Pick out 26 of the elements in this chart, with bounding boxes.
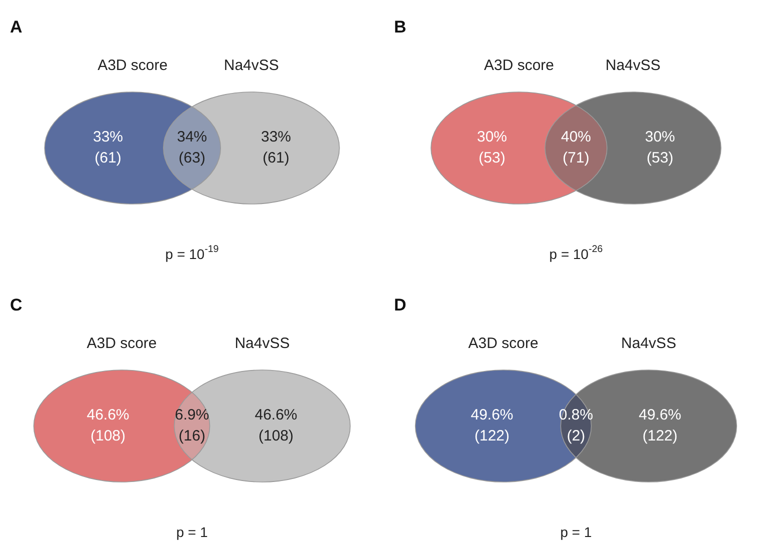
text: p = 1: [560, 524, 592, 540]
data-label: 6.9% (16): [174, 406, 210, 445]
text: C: [10, 296, 22, 315]
data-label: 46.6% (108): [254, 406, 298, 445]
text: A3D score: [468, 335, 538, 352]
data-label: 30% (53): [476, 128, 508, 167]
data-label: 0.8% (2): [558, 406, 594, 445]
text: p = 1: [176, 524, 208, 540]
text: A3D score: [484, 57, 554, 74]
text: Na4vSS: [224, 57, 279, 74]
data-label: 49.6% (122): [470, 406, 514, 445]
text: A: [10, 18, 22, 37]
data-label: 46.6% (108): [86, 406, 130, 445]
text: Na4vSS: [234, 335, 290, 352]
text: Na4vSS: [605, 57, 661, 74]
data-label: 40% (71): [560, 128, 592, 167]
text: A3D score: [98, 57, 168, 74]
text: Na4vSS: [621, 335, 676, 352]
text: A3D score: [86, 335, 157, 352]
text: B: [394, 18, 406, 37]
data-label: 34% (63): [176, 128, 208, 167]
data-label: 30% (53): [644, 128, 676, 167]
data-label: 33% (61): [260, 128, 292, 167]
text: D: [394, 296, 406, 315]
data-label: 33% (61): [92, 128, 124, 167]
data-label: 49.6% (122): [638, 406, 682, 445]
